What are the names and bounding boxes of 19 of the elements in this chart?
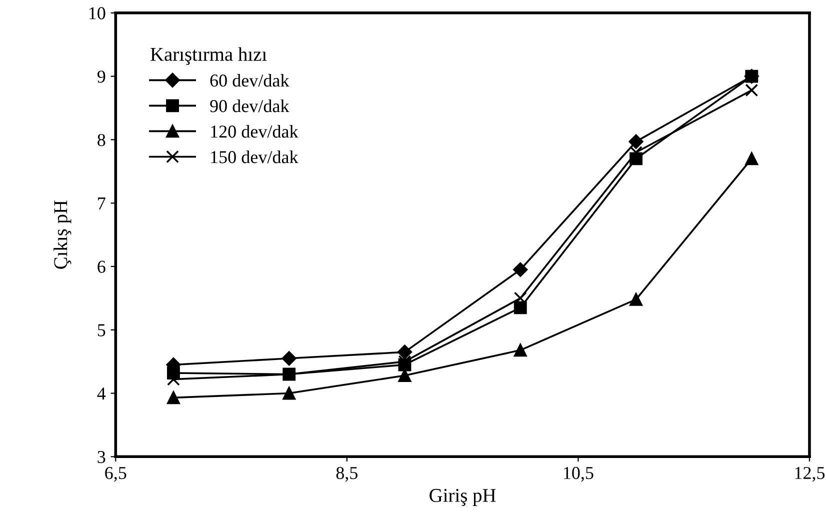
x-tick-label: 12,5 <box>795 466 825 482</box>
x-tick-label: 8,5 <box>336 466 358 482</box>
y-tick-label: 6 <box>98 260 106 273</box>
legend-label: 120 dev/dak <box>211 125 298 138</box>
x-tick-label: 6,5 <box>105 466 126 482</box>
y-tick-label: 5 <box>98 324 106 336</box>
y-tick-label: 4 <box>97 388 106 400</box>
y-tick-label: 10 <box>89 7 106 20</box>
y-tick-label: 7 <box>98 198 106 210</box>
legend-label: 150 dev/dak <box>211 150 298 164</box>
y-axis-title: Çıkış pH <box>54 200 72 269</box>
x-axis-title: Giriş pH <box>430 488 496 506</box>
legend-label: 90 dev/dak <box>210 99 290 112</box>
y-tick-label: 8 <box>98 134 106 146</box>
y-tick-label: 3 <box>98 450 106 464</box>
legend-title: Karıştırma hızı <box>150 47 267 65</box>
y-tick-label: 9 <box>97 70 106 83</box>
legend-label: 60 dev/dak <box>210 74 290 87</box>
x-tick-label: 10,5 <box>564 466 594 482</box>
